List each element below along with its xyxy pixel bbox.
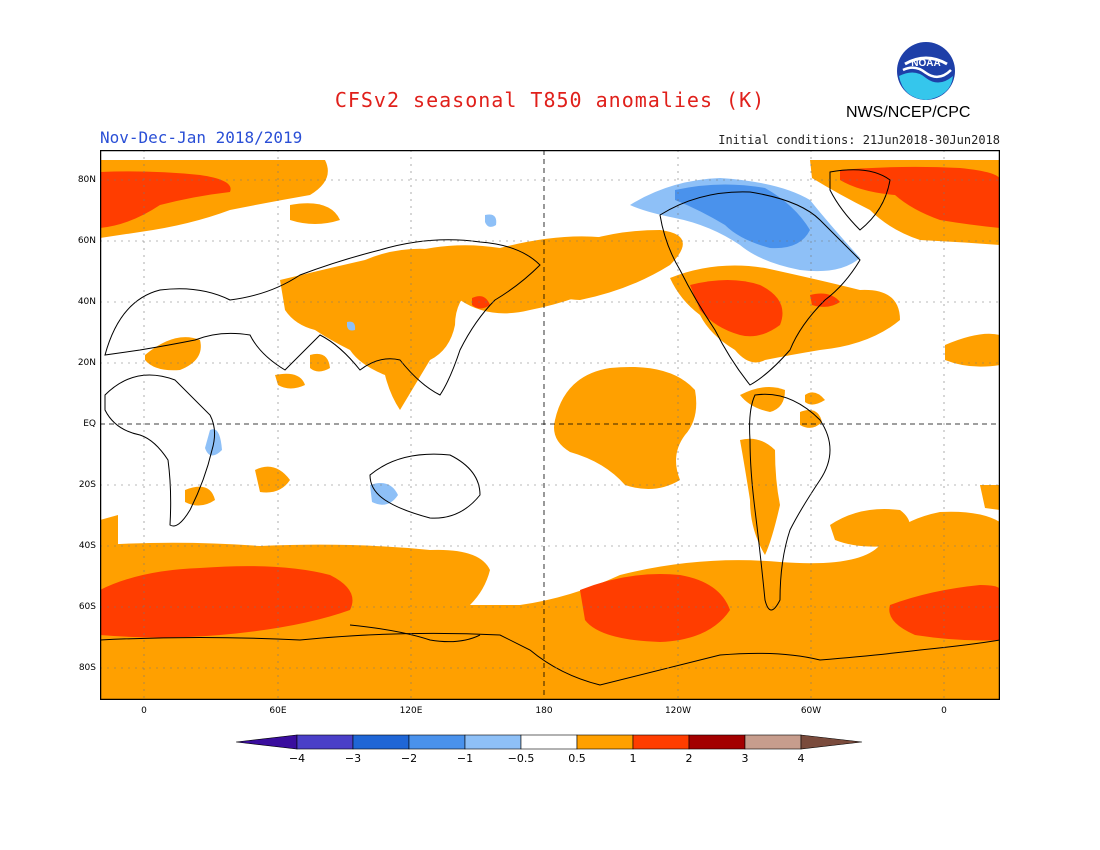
cb-swatch-2-3 bbox=[688, 734, 746, 750]
initial-conditions-label: Initial conditions: 21Jun2018-30Jun2018 bbox=[718, 133, 1000, 147]
cb-label-4: 4 bbox=[797, 752, 805, 765]
lat-tick-20s: 20S bbox=[78, 480, 96, 490]
cb-label-minus1: −1 bbox=[456, 752, 474, 765]
map-frame bbox=[100, 150, 1000, 700]
lat-tick-60n: 60N bbox=[77, 236, 96, 246]
cb-swatch-minus4-minus3 bbox=[296, 734, 354, 750]
cb-swatch-05-1 bbox=[576, 734, 634, 750]
lon-tick-60e: 60E bbox=[269, 706, 287, 716]
gridlines bbox=[100, 150, 1000, 700]
anomaly-fill-strong-negative bbox=[675, 184, 810, 249]
logo-text: NOAA bbox=[911, 58, 940, 69]
cb-label-05: 0.5 bbox=[568, 752, 586, 765]
lat-tick-60s: 60S bbox=[78, 602, 96, 612]
lon-tick-120e: 120E bbox=[399, 706, 423, 716]
lat-tick-80n: 80N bbox=[77, 175, 96, 185]
cb-label-minus4: −4 bbox=[288, 752, 306, 765]
cb-label-3: 3 bbox=[741, 752, 749, 765]
map-title: CFSv2 seasonal T850 anomalies (K) bbox=[334, 88, 766, 112]
cb-swatch-minus3-minus2 bbox=[352, 734, 410, 750]
noaa-logo: NOAA bbox=[897, 42, 955, 100]
cb-swatch-1-2 bbox=[632, 734, 690, 750]
cb-swatch-minus2-minus1 bbox=[408, 734, 466, 750]
season-label: Nov-Dec-Jan 2018/2019 bbox=[100, 128, 303, 147]
lon-tick-0: 0 bbox=[141, 706, 147, 716]
cb-label-1: 1 bbox=[629, 752, 637, 765]
cb-label-2: 2 bbox=[685, 752, 693, 765]
lon-tick-0-east: 0 bbox=[941, 706, 947, 716]
lon-tick-180: 180 bbox=[535, 706, 553, 716]
cb-swatch-neutral bbox=[520, 734, 578, 750]
cb-swatch-3-4 bbox=[744, 734, 802, 750]
colorbar bbox=[236, 734, 863, 750]
anomaly-fill-strong-positive bbox=[100, 166, 1000, 642]
cb-label-minus2: −2 bbox=[400, 752, 418, 765]
anomaly-map bbox=[100, 150, 1000, 700]
cb-label-minus3: −3 bbox=[344, 752, 362, 765]
equator-dateline bbox=[100, 150, 1000, 700]
cb-swatch-lt-minus4 bbox=[236, 734, 298, 750]
cb-swatch-gt-4 bbox=[800, 734, 863, 750]
lon-tick-120w: 120W bbox=[664, 706, 692, 716]
coastlines bbox=[100, 169, 1000, 686]
agency-label: NWS/NCEP/CPC bbox=[846, 104, 971, 121]
lat-tick-eq: EQ bbox=[83, 419, 96, 429]
lat-tick-80s: 80S bbox=[78, 663, 96, 673]
lat-tick-40s: 40S bbox=[78, 541, 96, 551]
lat-tick-20n: 20N bbox=[77, 358, 96, 368]
lon-tick-60w: 60W bbox=[800, 706, 822, 716]
cb-swatch-minus1-minus05 bbox=[464, 734, 522, 750]
cb-label-minus05: −0.5 bbox=[507, 752, 535, 765]
lat-tick-40n: 40N bbox=[77, 297, 96, 307]
